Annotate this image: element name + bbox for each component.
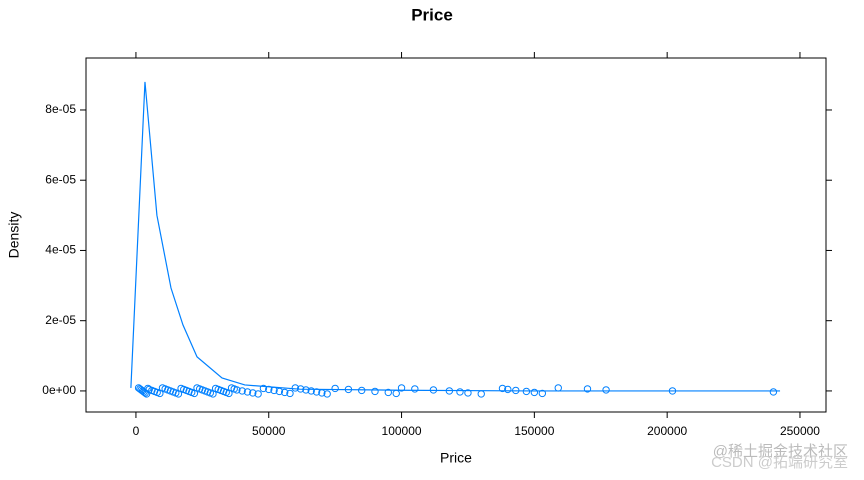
rug-point bbox=[371, 387, 379, 396]
rug-point bbox=[318, 389, 326, 397]
x-tick-label: 100000 bbox=[382, 424, 422, 438]
y-tick-label: 0e+00 bbox=[42, 383, 76, 397]
watermark: @稀土掘金技术社区 bbox=[713, 443, 848, 460]
rug-point bbox=[233, 386, 241, 394]
chart-title: Price bbox=[411, 5, 453, 24]
rug-point bbox=[512, 386, 520, 395]
rug-point bbox=[302, 386, 310, 394]
rug-point bbox=[286, 389, 294, 398]
rug-point bbox=[249, 389, 257, 397]
rug-point bbox=[456, 388, 464, 396]
x-tick-label: 250000 bbox=[780, 424, 820, 438]
x-axis-label: Price bbox=[440, 450, 472, 466]
rug-point bbox=[144, 384, 152, 393]
rug-point bbox=[522, 387, 531, 396]
rug-point bbox=[323, 390, 331, 398]
rug-point bbox=[238, 387, 246, 395]
rug-point bbox=[464, 389, 472, 397]
rug-point bbox=[331, 384, 339, 393]
x-tick-label: 200000 bbox=[647, 424, 687, 438]
x-tick-label: 150000 bbox=[514, 424, 554, 438]
rug-point bbox=[397, 384, 406, 392]
rug-point bbox=[538, 389, 547, 398]
rug-point bbox=[504, 385, 512, 394]
rug-point bbox=[259, 384, 268, 393]
watermark: CSDN @拓端研究室 bbox=[711, 454, 848, 471]
rug-point bbox=[344, 385, 353, 394]
y-axis-label: Density bbox=[6, 212, 22, 259]
y-tick-label: 8e-05 bbox=[45, 102, 76, 116]
x-tick-label: 50000 bbox=[252, 424, 286, 438]
rug-point bbox=[477, 390, 485, 398]
rug-point bbox=[445, 387, 454, 395]
y-tick-label: 2e-05 bbox=[45, 313, 76, 327]
rug-point bbox=[668, 387, 677, 395]
density-line bbox=[130, 81, 781, 392]
rug-point bbox=[265, 385, 273, 394]
rug-point bbox=[411, 385, 419, 393]
rug-point bbox=[384, 388, 392, 397]
rug-point bbox=[270, 386, 278, 395]
rug-point bbox=[296, 385, 305, 393]
rug-point bbox=[275, 387, 284, 396]
rug-point bbox=[583, 385, 592, 393]
rug-point bbox=[769, 388, 778, 396]
rug-point bbox=[392, 389, 400, 398]
y-tick-label: 6e-05 bbox=[45, 172, 76, 186]
rug-point bbox=[429, 386, 438, 394]
rug-point bbox=[307, 387, 315, 395]
rug-point bbox=[312, 388, 321, 396]
y-tick-label: 4e-05 bbox=[45, 243, 76, 257]
rug-point bbox=[280, 388, 289, 397]
rug-point bbox=[554, 384, 562, 392]
x-tick-label: 0 bbox=[133, 424, 140, 438]
rug-point bbox=[254, 390, 262, 398]
rug-point bbox=[530, 388, 539, 397]
rug-point bbox=[602, 386, 610, 394]
plot-frame bbox=[85, 57, 827, 413]
rug-point bbox=[498, 384, 507, 393]
rug-point bbox=[291, 384, 300, 392]
rug-point bbox=[243, 388, 252, 396]
rug-point bbox=[358, 386, 366, 395]
